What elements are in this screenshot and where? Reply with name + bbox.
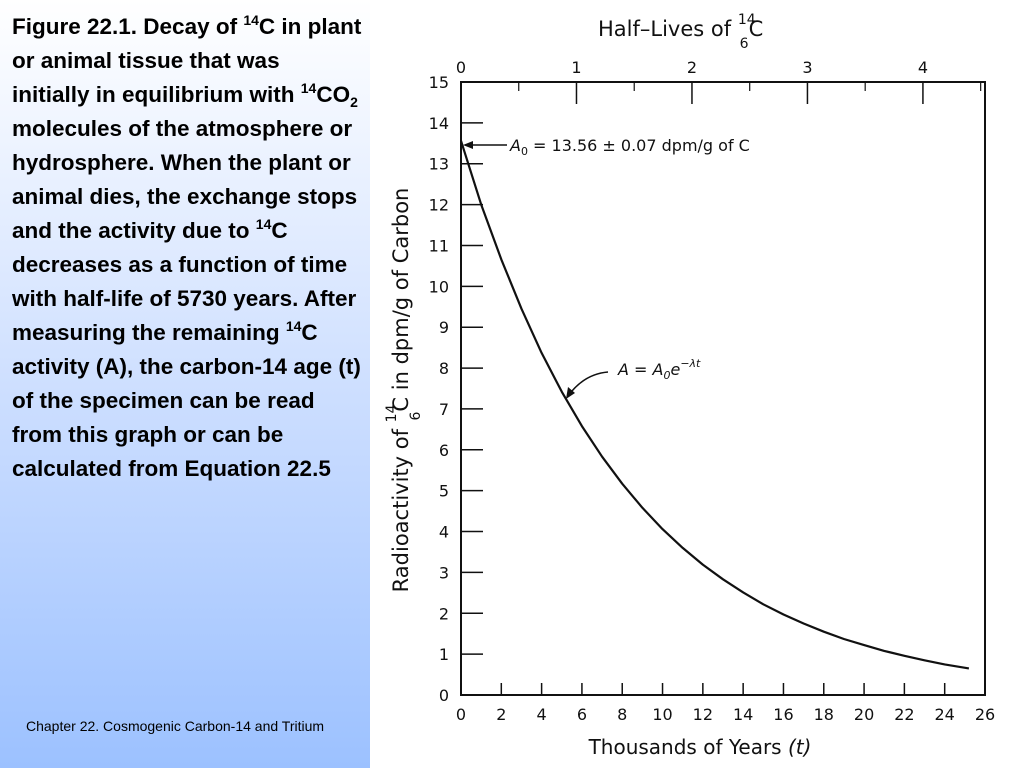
caption-superscript: 14: [300, 80, 317, 96]
top-tick-label: 2: [687, 58, 697, 77]
y-tick-label: 13: [429, 155, 449, 174]
chart-title-atomic: 6: [740, 36, 749, 52]
y-tick-label: 10: [429, 277, 449, 296]
x-tick-label: 0: [456, 705, 466, 724]
chart-title: Half–Lives of 14 6C: [598, 12, 763, 52]
caption-text: C in plant or animal tissue that was ini…: [12, 14, 362, 107]
equation-e: e: [670, 360, 680, 379]
y-tick-label: 4: [439, 523, 449, 542]
equation-label: A = A0e−λt: [617, 357, 701, 382]
y-tick-label: 9: [439, 318, 449, 337]
x-tick-label: 16: [773, 705, 793, 724]
top-tick-label: 0: [456, 58, 466, 77]
equation-main: A = A: [617, 360, 663, 379]
decay-curve: [459, 140, 970, 670]
x-tick-label: 6: [577, 705, 587, 724]
a0-subscript: 0: [521, 145, 528, 158]
chart-title-text: Half–Lives of: [598, 17, 738, 41]
y-tick-label: 15: [429, 73, 449, 92]
caption-superscript: 14: [243, 12, 259, 28]
y-tick-label: 0: [439, 686, 449, 705]
plot-frame: [460, 81, 986, 696]
caption-superscript: 14: [285, 318, 302, 334]
x-tick-label: 24: [935, 705, 955, 724]
y-tick-label: 6: [439, 441, 449, 460]
figure-caption: Figure 22.1. Decay of 14C in plant or an…: [12, 10, 362, 486]
y-tick-label: 11: [429, 236, 449, 255]
equation-subscript: 0: [663, 369, 670, 382]
y-tick-label: 2: [439, 604, 449, 623]
caption-superscript: 14: [255, 216, 272, 232]
caption-text: Figure 22.1. Decay of: [12, 14, 244, 39]
y-tick-label: 5: [439, 482, 449, 501]
x-axis-label-text: Thousands of Years: [588, 735, 788, 759]
x-tick-label: 22: [894, 705, 914, 724]
x-tick-label: 4: [537, 705, 547, 724]
equation-arrow-head: [566, 387, 575, 399]
caption-text: molecules of the atmosphere or hydrosphe…: [12, 116, 358, 243]
x-tick-label: 26: [975, 705, 995, 724]
y-tick-label: 8: [439, 359, 449, 378]
a0-symbol: A: [509, 136, 521, 155]
x-tick-label: 20: [854, 705, 874, 724]
caption-panel: [0, 0, 370, 768]
equation-annotation: A = A0e−λt: [566, 357, 701, 399]
y-axis-label-rest: C in dpm/g of Carbon: [389, 188, 413, 412]
a0-value: = 13.56 ± 0.07 dpm/g of C: [528, 136, 750, 155]
top-tick-label: 4: [918, 58, 928, 77]
a0-annotation: A0 = 13.56 ± 0.07 dpm/g of C: [463, 136, 750, 158]
decay-chart: Half–Lives of 14 6C Radioactivity of 14 6C…: [384, 12, 995, 759]
x-tick-label: 8: [617, 705, 627, 724]
x-tick-label: 14: [733, 705, 753, 724]
y-tick-label: 3: [439, 563, 449, 582]
y-tick-label: 1: [439, 645, 449, 664]
x-tick-label: 18: [814, 705, 834, 724]
equation-exponent: −λt: [680, 357, 701, 370]
a0-arrow-head: [463, 141, 473, 149]
y-tick-label: 7: [439, 400, 449, 419]
chapter-footer: Chapter 22. Cosmogenic Carbon-14 and Tri…: [26, 718, 325, 734]
caption-subscript: 2: [350, 94, 358, 110]
x-tick-label: 2: [496, 705, 506, 724]
caption-text: C activity (A), the carbon-14 age (t) of…: [12, 320, 361, 481]
x-tick-label: 12: [693, 705, 713, 724]
x-axis-label-var: (t): [788, 735, 811, 759]
y-axis-label-atomic: 6: [408, 412, 424, 421]
top-tick-label: 3: [802, 58, 812, 77]
top-tick-label: 1: [571, 58, 581, 77]
caption-text: CO: [316, 82, 351, 107]
chart-title-element: C: [749, 17, 764, 41]
a0-label: A0 = 13.56 ± 0.07 dpm/g of C: [509, 136, 750, 158]
y-axis-label-mass: 14: [384, 404, 400, 422]
y-axis-label-text: Radioactivity of: [389, 422, 413, 592]
y-tick-label: 14: [429, 114, 449, 133]
x-tick-label: 10: [652, 705, 672, 724]
y-axis-label: Radioactivity of 14 6C in dpm/g of Carbon: [384, 188, 424, 593]
x-axis-label: Thousands of Years (t): [588, 735, 812, 759]
y-tick-label: 12: [429, 196, 449, 215]
chart-title-mass: 14: [738, 12, 756, 28]
caption-text: C decreases as a function of time with h…: [12, 218, 357, 345]
